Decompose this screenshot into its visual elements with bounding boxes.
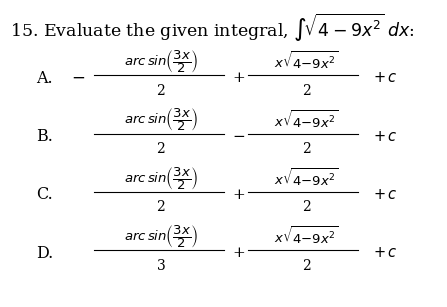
- Text: 2: 2: [302, 142, 311, 156]
- Text: +: +: [233, 188, 245, 202]
- Text: $x\sqrt{4{-}9x^2}$: $x\sqrt{4{-}9x^2}$: [274, 109, 338, 130]
- Text: 2: 2: [302, 258, 311, 273]
- Text: 3: 3: [156, 258, 165, 273]
- Text: 2: 2: [156, 142, 165, 156]
- Text: $+\, c$: $+\, c$: [373, 71, 398, 85]
- Text: +: +: [233, 246, 245, 260]
- Text: B.: B.: [36, 128, 53, 145]
- Text: 2: 2: [156, 84, 165, 98]
- Text: $\mathit{arc\,sin}\left(\dfrac{3x}{2}\right)$: $\mathit{arc\,sin}\left(\dfrac{3x}{2}\ri…: [124, 165, 198, 192]
- Text: D.: D.: [36, 245, 53, 262]
- Text: −: −: [233, 130, 245, 144]
- Text: $+\, c$: $+\, c$: [373, 188, 398, 202]
- Text: $x\sqrt{4{-}9x^2}$: $x\sqrt{4{-}9x^2}$: [274, 167, 338, 189]
- Text: A.: A.: [36, 70, 53, 87]
- Text: $\mathit{arc\,sin}\left(\dfrac{3x}{2}\right)$: $\mathit{arc\,sin}\left(\dfrac{3x}{2}\ri…: [124, 106, 198, 133]
- Text: −: −: [71, 70, 85, 87]
- Text: $+\, c$: $+\, c$: [373, 130, 398, 144]
- Text: $+\, c$: $+\, c$: [373, 246, 398, 260]
- Text: 2: 2: [156, 200, 165, 214]
- Text: +: +: [233, 71, 245, 85]
- Text: $\mathit{arc\,sin}\left(\dfrac{3x}{2}\right)$: $\mathit{arc\,sin}\left(\dfrac{3x}{2}\ri…: [124, 223, 198, 250]
- Text: $\mathit{arc\,sin}\left(\dfrac{3x}{2}\right)$: $\mathit{arc\,sin}\left(\dfrac{3x}{2}\ri…: [124, 48, 198, 75]
- Text: $x\sqrt{4{-}9x^2}$: $x\sqrt{4{-}9x^2}$: [274, 51, 338, 72]
- Text: $x\sqrt{4{-}9x^2}$: $x\sqrt{4{-}9x^2}$: [274, 226, 338, 247]
- Text: 15. Evaluate the given integral, $\int\!\sqrt{4 - 9x^2}\; dx$:: 15. Evaluate the given integral, $\int\!…: [10, 12, 415, 44]
- Text: C.: C.: [36, 186, 53, 204]
- Text: 2: 2: [302, 200, 311, 214]
- Text: 2: 2: [302, 84, 311, 98]
